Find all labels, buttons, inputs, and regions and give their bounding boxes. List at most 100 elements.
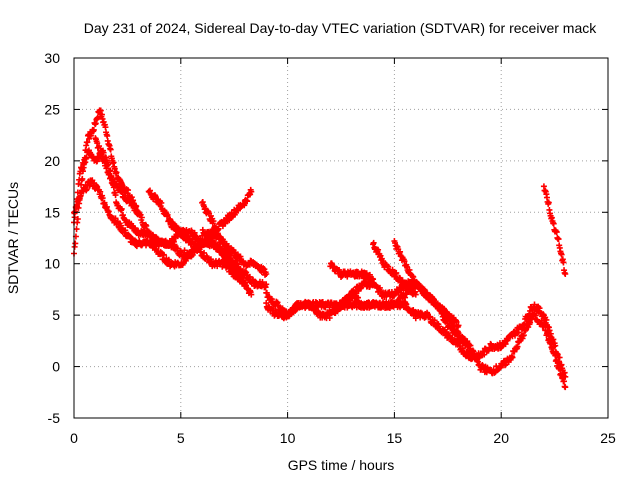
data-point bbox=[555, 236, 562, 243]
data-point bbox=[481, 351, 488, 358]
data-point bbox=[228, 252, 235, 259]
data-point bbox=[561, 378, 568, 385]
data-points bbox=[71, 107, 569, 391]
series-track-f bbox=[167, 217, 270, 291]
data-point bbox=[84, 139, 91, 146]
data-point bbox=[138, 214, 145, 221]
data-point bbox=[248, 188, 255, 195]
data-point bbox=[514, 343, 521, 350]
data-point bbox=[234, 207, 241, 214]
plot-frame bbox=[73, 57, 609, 419]
data-point bbox=[520, 332, 527, 339]
data-point bbox=[152, 193, 159, 200]
x-tick-label: 25 bbox=[600, 430, 616, 446]
data-point bbox=[96, 143, 103, 150]
data-point bbox=[201, 249, 208, 256]
data-point bbox=[412, 291, 419, 298]
y-tick-label: 0 bbox=[52, 359, 60, 375]
data-point bbox=[241, 271, 248, 277]
data-point bbox=[122, 227, 129, 234]
series-track-g bbox=[199, 186, 255, 239]
series-track-i bbox=[231, 249, 270, 278]
series-track-h bbox=[199, 198, 248, 277]
data-point bbox=[509, 354, 516, 361]
x-tick-label: 10 bbox=[280, 430, 296, 446]
data-point bbox=[558, 251, 565, 258]
data-point bbox=[102, 159, 109, 166]
data-point bbox=[79, 175, 86, 182]
data-point bbox=[562, 271, 569, 277]
data-point bbox=[562, 384, 569, 391]
data-point bbox=[117, 222, 124, 229]
data-point bbox=[97, 107, 104, 114]
data-point bbox=[164, 211, 171, 218]
y-tick-label: 5 bbox=[52, 307, 60, 323]
data-point bbox=[210, 218, 217, 225]
data-point bbox=[76, 176, 83, 183]
data-point bbox=[263, 281, 270, 288]
data-point bbox=[74, 216, 81, 223]
y-tick-label: 20 bbox=[44, 153, 60, 169]
data-point bbox=[103, 162, 110, 169]
data-point bbox=[541, 321, 548, 328]
data-point bbox=[98, 150, 105, 157]
data-point bbox=[550, 220, 557, 227]
data-point bbox=[241, 281, 248, 288]
series-track-q bbox=[540, 183, 569, 277]
data-point bbox=[370, 276, 377, 283]
data-point bbox=[244, 198, 251, 205]
data-point bbox=[337, 305, 344, 312]
data-point bbox=[248, 291, 255, 298]
data-point bbox=[556, 365, 563, 372]
data-point bbox=[118, 205, 125, 212]
data-point bbox=[83, 154, 90, 161]
y-axis-label: SDTVAR / TECUs bbox=[5, 182, 21, 294]
data-point bbox=[560, 259, 567, 266]
data-point bbox=[73, 226, 80, 233]
data-point bbox=[544, 330, 551, 337]
data-point bbox=[104, 132, 111, 139]
y-tick-label: -5 bbox=[48, 410, 61, 426]
x-axis-ticks: 0 5 10 15 20 25 bbox=[70, 58, 616, 446]
data-point bbox=[556, 354, 563, 361]
y-tick-label: 25 bbox=[44, 101, 60, 117]
y-axis-ticks: -5 0 5 10 15 20 25 30 bbox=[44, 50, 608, 426]
data-point bbox=[261, 266, 268, 273]
data-point bbox=[174, 245, 181, 252]
series-track-n bbox=[370, 239, 419, 298]
data-point bbox=[443, 328, 450, 335]
data-point bbox=[393, 269, 400, 276]
data-point bbox=[74, 203, 81, 210]
data-point bbox=[102, 124, 109, 131]
data-point bbox=[427, 313, 434, 320]
data-point bbox=[112, 192, 119, 199]
data-point bbox=[97, 188, 104, 195]
y-tick-label: 15 bbox=[44, 204, 60, 220]
data-point bbox=[99, 195, 106, 202]
data-point bbox=[263, 271, 270, 277]
series-track-p bbox=[412, 278, 473, 350]
series-track-l bbox=[327, 260, 377, 283]
data-point bbox=[545, 199, 552, 206]
x-tick-label: 0 bbox=[70, 430, 78, 446]
x-tick-label: 20 bbox=[493, 430, 509, 446]
x-tick-label: 15 bbox=[387, 430, 403, 446]
data-point bbox=[552, 342, 559, 349]
data-point bbox=[431, 317, 438, 324]
data-point bbox=[135, 209, 142, 216]
data-point bbox=[79, 166, 86, 173]
data-point bbox=[553, 229, 560, 236]
data-point bbox=[113, 169, 120, 176]
data-point bbox=[160, 251, 167, 258]
data-point bbox=[72, 240, 79, 247]
x-tick-label: 5 bbox=[177, 430, 185, 446]
x-axis-label: GPS time / hours bbox=[288, 457, 395, 473]
data-point bbox=[143, 222, 150, 229]
y-tick-label: 30 bbox=[44, 50, 60, 66]
data-point bbox=[90, 126, 97, 133]
data-point bbox=[125, 187, 132, 194]
series-track-d bbox=[92, 135, 142, 216]
data-point bbox=[158, 199, 165, 206]
